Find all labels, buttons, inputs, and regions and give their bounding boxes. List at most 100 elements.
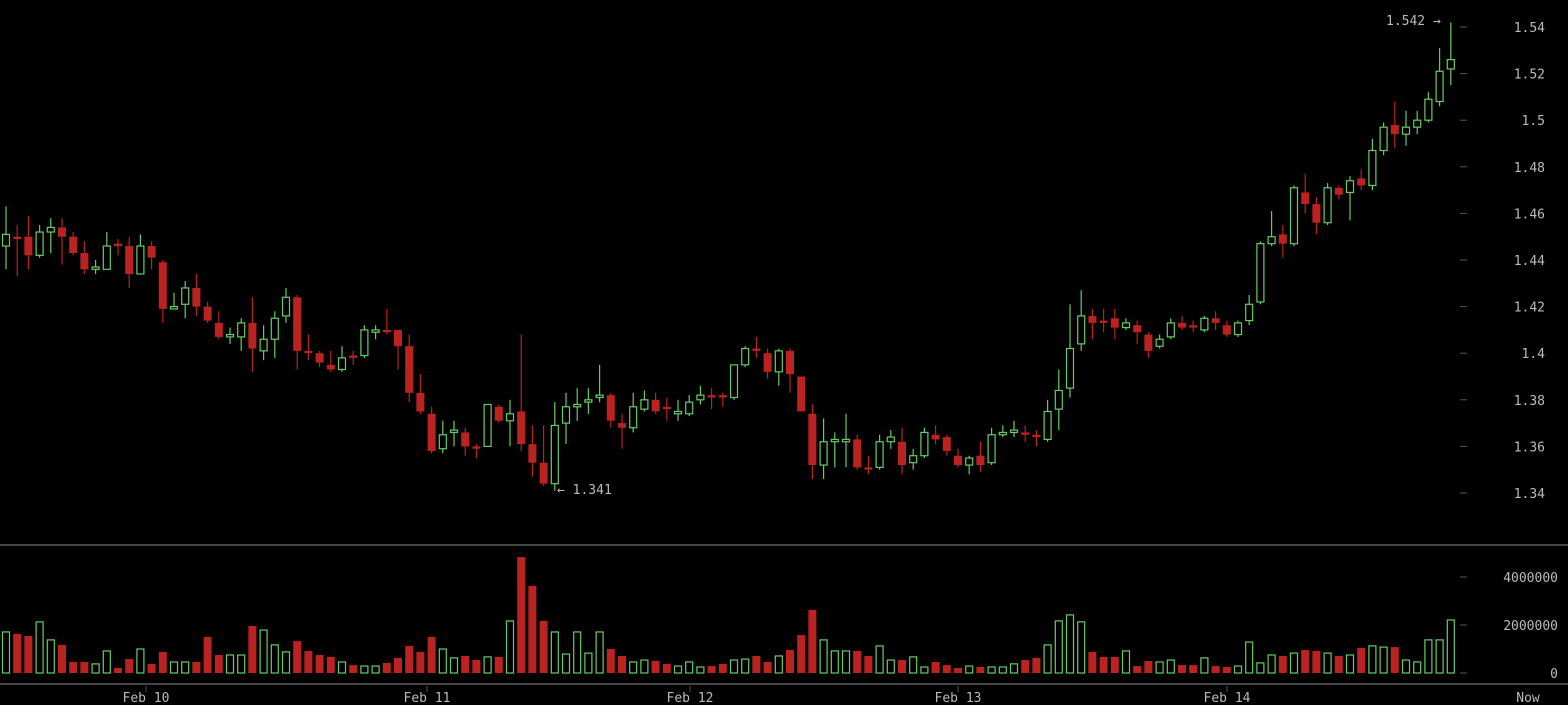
candle	[46, 218, 55, 254]
candle	[461, 427, 470, 456]
candle-body	[46, 226, 55, 233]
volume-bar	[707, 666, 716, 673]
volume-bar	[494, 656, 503, 673]
candle-body	[1401, 126, 1411, 135]
volume-bar	[1357, 648, 1366, 673]
volume-bar	[438, 648, 447, 674]
candle	[1390, 101, 1399, 149]
candle-body	[438, 434, 447, 450]
candle	[808, 404, 817, 480]
candle	[214, 311, 223, 340]
candle-body	[1043, 410, 1052, 441]
candle-body	[270, 317, 279, 340]
candle	[517, 334, 526, 452]
candle-body	[427, 413, 436, 452]
volume-tick-label: 2000000	[1503, 619, 1558, 634]
candle-body	[707, 395, 716, 398]
candle	[1099, 308, 1108, 333]
volume-bar	[864, 655, 873, 673]
volume-bar	[853, 650, 862, 673]
price-tick-label: 1.42	[1514, 301, 1545, 316]
volume-bar	[80, 661, 89, 673]
volume-bar	[1368, 645, 1377, 674]
candle-body	[1, 233, 11, 247]
candle	[1379, 122, 1388, 156]
candle	[1301, 173, 1310, 214]
candle-body	[349, 355, 358, 358]
candle	[91, 260, 100, 274]
candle-body	[326, 364, 335, 370]
time-tick-label: Feb 13	[935, 691, 982, 705]
volume-bar	[1054, 620, 1063, 674]
candle-body	[942, 437, 951, 452]
volume-bar	[595, 631, 604, 674]
volume-bar	[382, 662, 391, 673]
min-price-annotation: ← 1.341	[557, 483, 612, 498]
volume-bar	[1088, 651, 1097, 673]
candle	[405, 334, 414, 403]
volume-bar	[1256, 662, 1265, 674]
volume-bar	[786, 649, 794, 673]
candle-body	[539, 462, 548, 484]
volume-tick-label: 0	[1550, 667, 1558, 682]
candle	[304, 334, 313, 361]
volume-bar	[752, 655, 761, 673]
candle	[1110, 308, 1119, 340]
candle-body	[315, 353, 324, 363]
time-axis: Feb 10 Feb 11 Feb 12 Feb 13 Feb 14 Now	[123, 686, 1540, 705]
candle	[494, 404, 503, 424]
candle-body	[629, 406, 638, 429]
volume-bars	[1, 557, 1455, 674]
price-tick-label: 1.38	[1514, 394, 1545, 409]
volume-bar	[774, 655, 783, 674]
volume-bar	[640, 659, 649, 674]
candle	[976, 441, 985, 473]
candle-body	[1357, 178, 1366, 186]
candle-body	[696, 394, 705, 401]
volume-bar	[898, 660, 906, 673]
candle-body	[181, 287, 190, 305]
volume-bar	[987, 666, 996, 674]
volume-bar	[1446, 619, 1455, 674]
candle	[438, 420, 447, 454]
candle-body	[1211, 318, 1220, 323]
candle	[102, 232, 111, 270]
candle	[1054, 369, 1063, 431]
volume-bar	[539, 620, 548, 673]
volume-bar	[136, 648, 145, 674]
candle-body	[147, 246, 156, 258]
candle-body	[1189, 325, 1198, 328]
candle	[69, 232, 78, 256]
candle	[774, 348, 783, 386]
volume-bar	[662, 663, 671, 673]
volume-bar	[472, 660, 481, 673]
price-axis: 1.34 1.36 1.38 1.4 1.42 1.44 1.46 1.48 1.5 1.52 1.…	[1460, 21, 1545, 502]
volume-bar	[1435, 639, 1444, 674]
candle-body	[561, 406, 571, 424]
price-tick-label: 1.4	[1522, 347, 1546, 362]
candle	[505, 399, 515, 447]
candle-body	[1446, 59, 1455, 70]
candle	[886, 430, 895, 449]
candle	[707, 388, 716, 410]
candle	[584, 388, 593, 414]
candle	[1323, 183, 1332, 226]
candle-body	[673, 410, 683, 415]
candle-body	[125, 246, 134, 274]
candle-body	[741, 347, 750, 366]
candle-body	[1323, 187, 1332, 224]
candle	[673, 399, 683, 421]
time-tick-label: Feb 12	[667, 691, 714, 705]
candle	[1, 206, 11, 270]
candle	[841, 413, 851, 468]
volume-bar	[629, 661, 638, 674]
candle	[1021, 425, 1030, 442]
volume-bar	[1166, 659, 1175, 674]
candle	[1278, 225, 1287, 258]
volume-bar	[1401, 659, 1411, 674]
price-tick-label: 1.46	[1514, 207, 1545, 222]
candle-body	[472, 446, 481, 449]
candle-body	[114, 243, 122, 247]
volume-bar	[651, 661, 660, 673]
